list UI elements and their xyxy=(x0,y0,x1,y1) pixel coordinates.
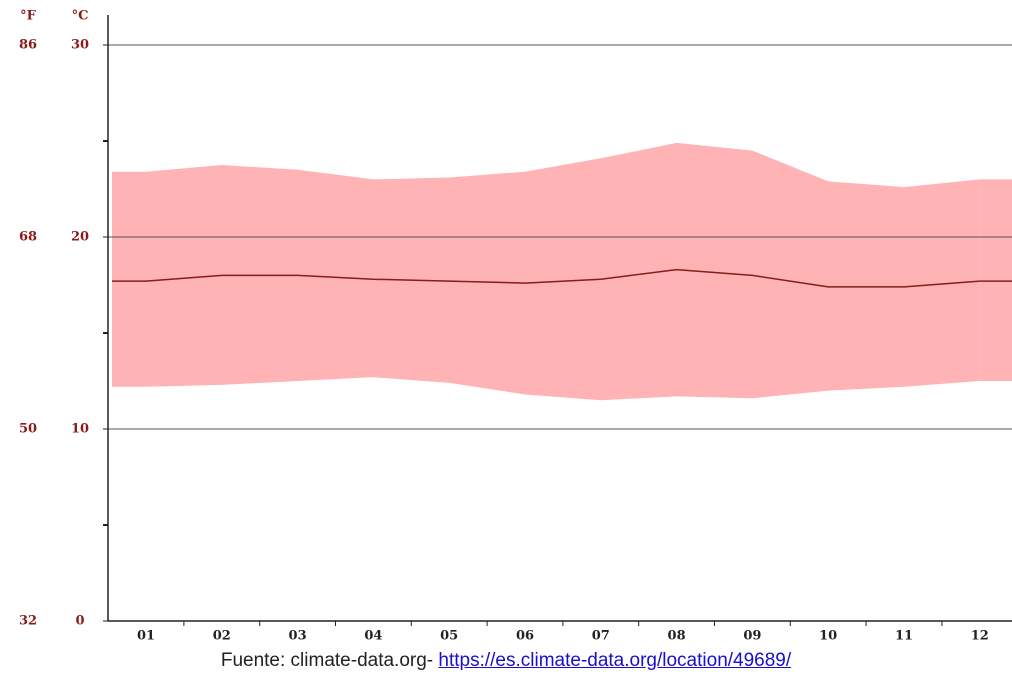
x-tick-label: 01 xyxy=(137,629,155,644)
x-tick-label: 04 xyxy=(364,629,382,644)
x-tick-label: 12 xyxy=(971,629,989,644)
x-tick-label: 07 xyxy=(592,629,610,644)
x-tick-label: 05 xyxy=(440,629,458,644)
x-tick-label: 06 xyxy=(516,629,534,644)
y2-tick-label: 86 xyxy=(19,38,37,53)
y-tick-label: 30 xyxy=(71,38,89,53)
band-edge xyxy=(979,179,1012,381)
x-tick-label: 08 xyxy=(668,629,686,644)
x-tick-label: 02 xyxy=(213,629,231,644)
y2-tick-label: 68 xyxy=(19,230,37,245)
y-tick-label: 0 xyxy=(75,614,84,629)
range-band xyxy=(146,142,980,401)
x-tick-label: 11 xyxy=(895,629,913,644)
y-tick-label: 20 xyxy=(71,230,89,245)
x-tick-label: 09 xyxy=(743,629,761,644)
footer-link[interactable]: https://es.climate-data.org/location/496… xyxy=(438,650,792,671)
line xyxy=(145,268,980,288)
footer-text: Fuente: climate-data.org- xyxy=(220,650,439,671)
x-tick-label: 03 xyxy=(289,629,307,644)
band-edge xyxy=(112,171,146,387)
y2-tick-label: 32 xyxy=(19,614,37,629)
y2-tick-label: 50 xyxy=(19,422,37,437)
footer: Fuente: climate-data.org- https://es.cli… xyxy=(0,650,1012,672)
y-tick-label: 10 xyxy=(71,422,89,437)
y-unit: °C xyxy=(72,9,89,24)
x-tick-label: 10 xyxy=(819,629,837,644)
chart: °F °C 0 10 20 30 32 50 68 86 01 02 03 04 05 06 07 08 09 1… xyxy=(19,9,1012,644)
y2-unit: °F xyxy=(20,9,37,24)
